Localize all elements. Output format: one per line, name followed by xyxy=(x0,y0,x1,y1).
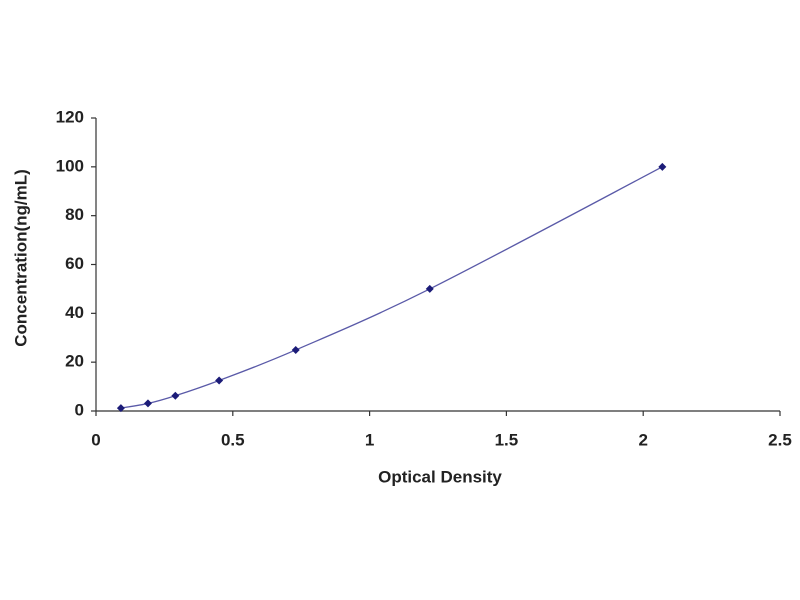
data-point xyxy=(116,404,125,413)
data-point xyxy=(425,284,434,293)
x-tick-label: 1 xyxy=(365,430,374,449)
y-tick-label: 60 xyxy=(65,254,84,273)
y-tick-label: 40 xyxy=(65,303,84,322)
data-point xyxy=(143,399,152,408)
data-point xyxy=(215,376,224,385)
x-tick-label: 2 xyxy=(638,430,647,449)
y-tick-label: 20 xyxy=(65,352,84,371)
y-tick-label: 80 xyxy=(65,205,84,224)
y-axis-label: Concentration(ng/mL) xyxy=(11,169,30,347)
x-tick-label: 1.5 xyxy=(495,430,519,449)
y-tick-label: 120 xyxy=(56,107,84,126)
x-tick-label: 0.5 xyxy=(221,430,245,449)
x-axis-label: Optical Density xyxy=(378,467,502,486)
x-tick-label: 0 xyxy=(91,430,100,449)
fit-line xyxy=(120,166,663,409)
y-tick-label: 0 xyxy=(75,400,84,419)
data-point xyxy=(658,162,667,171)
data-point xyxy=(291,345,300,354)
x-tick-label: 2.5 xyxy=(768,430,792,449)
y-tick-label: 100 xyxy=(56,156,84,175)
data-point xyxy=(171,391,180,400)
